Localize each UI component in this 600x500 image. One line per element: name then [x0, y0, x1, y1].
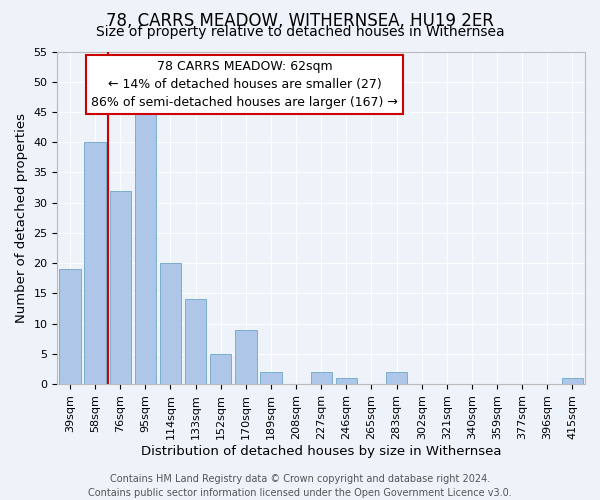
- Bar: [210, 354, 232, 384]
- Bar: [311, 372, 332, 384]
- X-axis label: Distribution of detached houses by size in Withernsea: Distribution of detached houses by size …: [141, 444, 502, 458]
- Bar: [59, 269, 80, 384]
- Bar: [85, 142, 106, 384]
- Bar: [110, 190, 131, 384]
- Bar: [134, 106, 156, 384]
- Bar: [185, 300, 206, 384]
- Text: 78 CARRS MEADOW: 62sqm
← 14% of detached houses are smaller (27)
86% of semi-det: 78 CARRS MEADOW: 62sqm ← 14% of detached…: [91, 60, 398, 109]
- Bar: [235, 330, 257, 384]
- Y-axis label: Number of detached properties: Number of detached properties: [15, 113, 28, 323]
- Bar: [562, 378, 583, 384]
- Text: 78, CARRS MEADOW, WITHERNSEA, HU19 2ER: 78, CARRS MEADOW, WITHERNSEA, HU19 2ER: [106, 12, 494, 30]
- Text: Contains HM Land Registry data © Crown copyright and database right 2024.
Contai: Contains HM Land Registry data © Crown c…: [88, 474, 512, 498]
- Bar: [335, 378, 357, 384]
- Bar: [260, 372, 281, 384]
- Text: Size of property relative to detached houses in Withernsea: Size of property relative to detached ho…: [95, 25, 505, 39]
- Bar: [160, 263, 181, 384]
- Bar: [386, 372, 407, 384]
